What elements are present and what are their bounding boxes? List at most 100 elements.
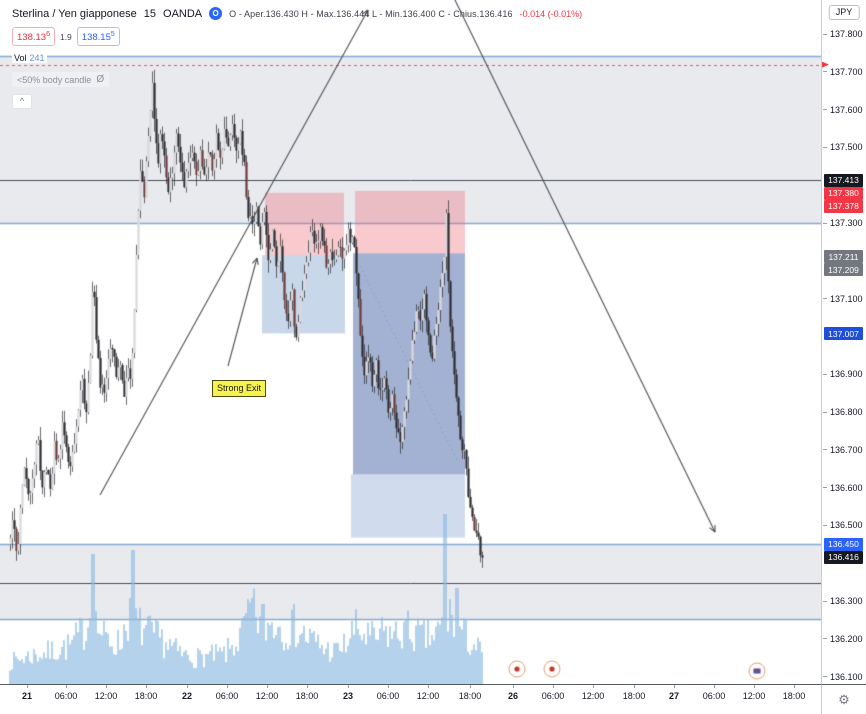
tick-mark — [823, 71, 827, 73]
tick-mark — [823, 33, 827, 35]
time-tick-label: 18:00 — [134, 691, 158, 701]
ohlc-values: O - Aper.136.430 H - Max.136.444 L - Min… — [229, 8, 513, 19]
price-label-box[interactable]: 136.416 — [824, 550, 863, 564]
exchange-name[interactable]: OANDA — [163, 7, 203, 20]
tick-mark — [823, 298, 827, 300]
timeframe-value[interactable]: 15 — [143, 7, 157, 20]
price-tick-label: 136.700 — [823, 445, 866, 455]
chart-canvas[interactable] — [0, 0, 821, 684]
tick-mark — [823, 222, 827, 224]
price-label-box[interactable]: 137.209 — [824, 263, 863, 277]
symbol-row: Sterlina / Yen giapponese 15 OANDA O O -… — [12, 7, 582, 20]
price-tick-label: 137.500 — [823, 142, 866, 152]
time-tick-mark — [674, 685, 675, 688]
tick-mark — [823, 676, 827, 678]
alert-price-marker[interactable] — [822, 61, 829, 68]
time-tick-label: 27 — [668, 691, 680, 701]
price-tick-label: 136.300 — [823, 596, 866, 606]
time-tick-mark — [513, 685, 514, 688]
tick-mark — [823, 638, 827, 640]
indicator-label: <50% body candle — [17, 74, 92, 85]
time-tick-label: 22 — [181, 691, 193, 701]
price-label-box[interactable]: 137.211 — [824, 250, 863, 264]
price-label-box[interactable]: 137.378 — [824, 199, 863, 213]
price-label-box[interactable]: 137.380 — [824, 186, 863, 200]
time-tick-label: 18:00 — [782, 691, 806, 701]
axis-settings-corner: ⚙ — [821, 684, 866, 714]
time-tick-label: 26 — [507, 691, 519, 701]
time-axis[interactable]: 21 06:00 12:00 18:00 22 06:00 12:00 18:00 23 06:0… — [0, 684, 821, 714]
collapse-legend-button[interactable]: ^ — [12, 93, 32, 109]
time-tick-mark — [593, 685, 594, 688]
gear-icon[interactable]: ⚙ — [838, 692, 850, 707]
time-tick-label: 06:00 — [541, 691, 565, 701]
time-tick-label: 06:00 — [215, 691, 239, 701]
time-tick-mark — [553, 685, 554, 688]
price-tick-label: 137.300 — [823, 218, 866, 228]
time-tick-label: 06:00 — [54, 691, 78, 701]
volume-label: Vol — [14, 53, 27, 64]
time-tick-label: 12:00 — [416, 691, 440, 701]
buy-price-button[interactable]: 138.155 — [76, 27, 120, 47]
oanda-logo-icon: O — [209, 7, 223, 20]
price-tick-label: 136.900 — [823, 369, 866, 379]
time-tick-mark — [227, 685, 228, 688]
time-tick-mark — [146, 685, 147, 688]
time-tick-mark — [428, 685, 429, 688]
time-tick-label: 12:00 — [742, 691, 766, 701]
tick-mark — [823, 411, 827, 413]
tick-mark — [823, 373, 827, 375]
tick-mark — [823, 146, 827, 148]
time-tick-mark — [307, 685, 308, 688]
volume-indicator-row[interactable]: Vol 241 — [12, 53, 47, 64]
time-tick-label: 12:00 — [94, 691, 118, 701]
time-tick-label: 12:00 — [581, 691, 605, 701]
price-tick-label: 136.600 — [823, 483, 866, 493]
time-tick-mark — [470, 685, 471, 688]
time-tick-mark — [794, 685, 795, 688]
indicator-pill[interactable]: <50% body candle Ø — [12, 72, 110, 88]
price-tick-label: 137.700 — [823, 67, 866, 77]
strong-exit-label[interactable]: Strong Exit — [212, 380, 267, 397]
time-tick-label: 06:00 — [376, 691, 400, 701]
price-label-box[interactable]: 137.007 — [824, 327, 863, 341]
symbol-title[interactable]: Sterlina / Yen giapponese — [12, 7, 137, 20]
price-tick-label: 137.800 — [823, 29, 866, 39]
tick-mark — [823, 600, 827, 602]
time-tick-label: 12:00 — [255, 691, 279, 701]
bid-ask-row: 138.136 1.9 138.155 — [12, 27, 582, 47]
price-tick-label: 136.500 — [823, 520, 866, 530]
price-label-box[interactable]: 137.413 — [824, 173, 863, 187]
tick-mark — [823, 109, 827, 111]
currency-button[interactable]: JPY — [828, 5, 860, 20]
time-tick-label: 18:00 — [622, 691, 646, 701]
change-value: -0.014 (-0.01%) — [519, 8, 583, 19]
hidden-eye-icon[interactable]: Ø — [96, 74, 105, 86]
time-tick-mark — [27, 685, 28, 688]
tick-mark — [823, 487, 827, 489]
time-tick-mark — [66, 685, 67, 688]
time-tick-mark — [187, 685, 188, 688]
spread-value: 1.9 — [59, 31, 72, 42]
time-tick-label: 18:00 — [295, 691, 319, 701]
time-tick-mark — [106, 685, 107, 688]
time-tick-label: 06:00 — [702, 691, 726, 701]
time-tick-label: 23 — [342, 691, 354, 701]
price-tick-label: 136.200 — [823, 634, 866, 644]
time-tick-label: 21 — [21, 691, 33, 701]
price-axis[interactable]: JPY 137.800 137.700 137.600 137.500 137.300 1… — [821, 0, 866, 684]
time-tick-mark — [348, 685, 349, 688]
time-tick-mark — [388, 685, 389, 688]
volume-value: 241 — [29, 53, 45, 64]
tick-mark — [823, 449, 827, 451]
price-tick-label: 136.800 — [823, 407, 866, 417]
price-tick-label: 137.100 — [823, 294, 866, 304]
caret-up-icon: ^ — [19, 95, 25, 106]
legend: Sterlina / Yen giapponese 15 OANDA O O -… — [12, 7, 582, 109]
price-tick-label: 137.600 — [823, 105, 866, 115]
price-label-box[interactable]: 136.450 — [824, 537, 863, 551]
time-tick-mark — [754, 685, 755, 688]
time-tick-label: 18:00 — [458, 691, 482, 701]
sell-price-button[interactable]: 138.136 — [12, 27, 55, 47]
